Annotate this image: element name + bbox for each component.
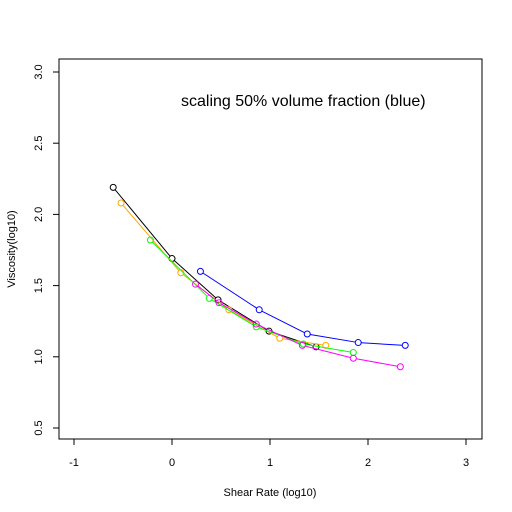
data-point [396, 363, 404, 371]
y-tick-label: 2.0 [33, 207, 45, 222]
series-segment [261, 310, 305, 334]
x-axis: -1 0 1 2 3 [69, 438, 469, 469]
series-layer [109, 183, 409, 371]
series-segment [173, 260, 217, 299]
y-tick-label: 3.0 [33, 64, 45, 79]
data-point [215, 299, 223, 307]
series-segment [306, 343, 351, 353]
series-segment [310, 334, 356, 343]
series-segment [122, 204, 180, 271]
x-tick-label: 2 [365, 457, 371, 469]
y-axis: 0.5 1.0 1.5 2.0 2.5 3.0 [33, 64, 60, 436]
series-0 [109, 183, 320, 351]
data-point [255, 306, 263, 314]
data-point [252, 320, 260, 328]
x-tick-label: 0 [169, 457, 175, 469]
data-point [298, 341, 306, 349]
series-segment [258, 324, 300, 345]
data-point [354, 339, 362, 347]
series-4 [196, 267, 409, 349]
y-axis-title: Viscosity(log10) [6, 210, 18, 287]
series-segment [282, 338, 323, 346]
data-point [109, 183, 117, 191]
y-tick-label: 0.5 [33, 420, 45, 435]
series-2 [146, 236, 357, 357]
series-segment [202, 272, 257, 309]
y-tick-label: 2.5 [33, 136, 45, 151]
data-point [146, 236, 154, 244]
series-segment [361, 342, 403, 346]
chart-annotation: scaling 50% volume fraction (blue) [181, 93, 426, 110]
x-tick-label: -1 [69, 457, 79, 469]
series-1 [117, 199, 330, 349]
series-segment [221, 303, 254, 323]
x-tick-label: 3 [463, 457, 469, 469]
series-segment [114, 189, 171, 257]
series-segment [197, 285, 217, 302]
series-segment [356, 358, 398, 367]
data-point [252, 323, 260, 331]
data-point [401, 341, 409, 349]
series-segment [152, 241, 208, 297]
y-tick-label: 1.5 [33, 278, 45, 293]
plot-frame [58, 58, 483, 440]
data-point [192, 280, 200, 288]
series-segment [305, 345, 351, 358]
data-point [117, 199, 125, 207]
data-point [196, 267, 204, 275]
x-tick-label: 1 [267, 457, 273, 469]
y-tick-label: 1.0 [33, 349, 45, 364]
data-point [299, 340, 307, 348]
data-point [349, 354, 357, 362]
series-3 [192, 280, 404, 371]
x-axis-title: Shear Rate (log10) [224, 487, 317, 499]
series-segment [211, 299, 254, 326]
data-point [349, 349, 357, 357]
data-point [322, 341, 330, 349]
data-point [303, 330, 311, 338]
